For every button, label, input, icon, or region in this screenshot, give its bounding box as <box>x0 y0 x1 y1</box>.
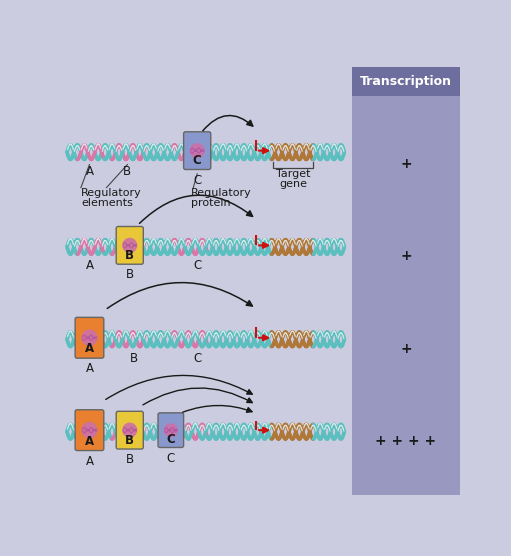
Text: Regulatory: Regulatory <box>191 188 252 198</box>
Ellipse shape <box>164 423 178 437</box>
Text: B: B <box>125 249 134 262</box>
Text: B: B <box>126 453 134 466</box>
Text: A: A <box>85 435 94 448</box>
Ellipse shape <box>122 238 137 253</box>
Text: + + + +: + + + + <box>376 434 436 448</box>
FancyBboxPatch shape <box>158 413 183 448</box>
Text: B: B <box>125 434 134 447</box>
Bar <box>352 67 460 495</box>
Text: +: + <box>400 341 412 355</box>
FancyBboxPatch shape <box>75 410 104 450</box>
Text: A: A <box>85 165 94 177</box>
Ellipse shape <box>81 422 98 439</box>
Text: C: C <box>167 433 175 446</box>
Text: elements: elements <box>81 198 133 208</box>
Text: C: C <box>193 173 201 187</box>
Text: Regulatory: Regulatory <box>81 188 142 198</box>
Ellipse shape <box>81 330 98 346</box>
FancyBboxPatch shape <box>116 226 143 264</box>
Text: B: B <box>130 351 137 365</box>
Text: C: C <box>167 451 175 465</box>
FancyBboxPatch shape <box>75 317 104 358</box>
Text: B: B <box>126 269 134 281</box>
Ellipse shape <box>122 423 137 438</box>
Text: gene: gene <box>280 179 307 189</box>
Text: C: C <box>193 155 201 167</box>
Text: A: A <box>85 342 94 355</box>
Text: C: C <box>193 259 201 272</box>
Text: B: B <box>123 165 131 177</box>
Text: +: + <box>400 249 412 263</box>
FancyBboxPatch shape <box>116 411 143 449</box>
Text: +: + <box>400 157 412 171</box>
Text: A: A <box>85 259 94 272</box>
Ellipse shape <box>190 143 205 158</box>
Text: A: A <box>85 363 94 375</box>
Bar <box>352 67 460 96</box>
FancyBboxPatch shape <box>183 132 211 170</box>
Text: Target: Target <box>276 169 311 179</box>
Text: Transcription: Transcription <box>360 75 452 88</box>
Text: protein: protein <box>191 198 230 208</box>
Text: A: A <box>85 455 94 468</box>
Text: C: C <box>193 351 201 365</box>
